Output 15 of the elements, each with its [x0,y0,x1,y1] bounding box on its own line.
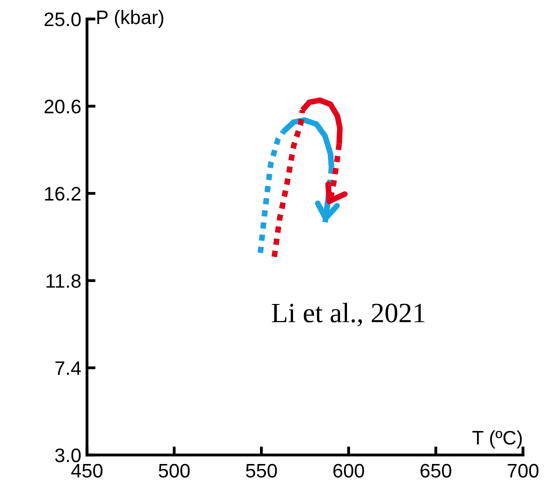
x-axis-title: T (ºC) [472,430,522,448]
y-tick-label: 3.0 [55,448,81,462]
annotation: Li et al., 2021 [272,302,424,326]
y-tick-label: 25.0 [44,12,81,26]
x-tick-label: 600 [333,464,364,478]
x-tick-label: 500 [158,464,190,478]
y-tick-label: 7.4 [55,361,81,375]
y-tick-label: 16.2 [45,186,80,201]
y-tick-label: 11.8 [46,274,81,288]
y-tick-label: 20.6 [44,100,81,114]
x-tick-label: 700 [508,464,538,478]
x-tick-label: 450 [71,464,102,478]
x-tick-label: 650 [420,464,452,478]
x-tick-label: 550 [246,464,277,478]
y-axis-title: P (kbar) [97,10,164,28]
